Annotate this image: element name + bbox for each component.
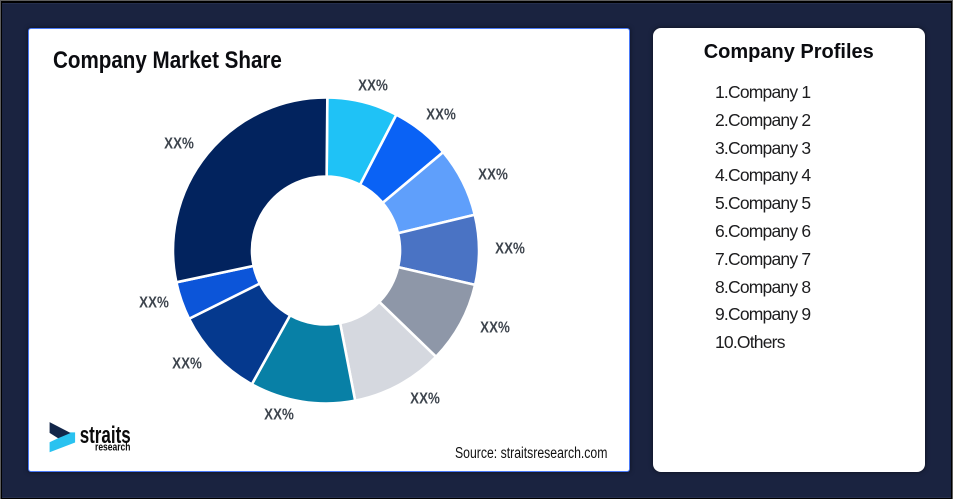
svg-text:research: research [95,441,131,453]
svg-text:straits: straits [80,422,131,449]
